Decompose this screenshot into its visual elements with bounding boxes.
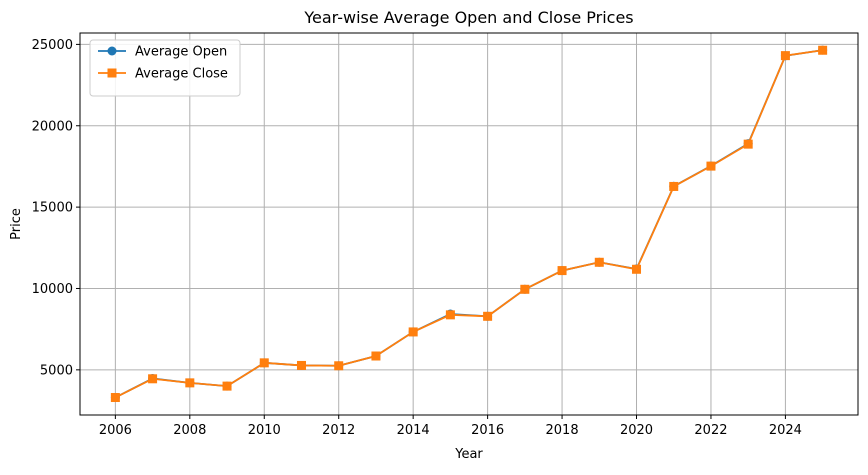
- x-axis-ticks: 2006 2008 2010 2012 2014 2016 2018 2020 2022 2024: [99, 415, 802, 438]
- legend-box: [89, 39, 241, 97]
- legend-entry: Average Open: [98, 45, 227, 60]
- x-tick-label: 2008: [173, 423, 206, 438]
- legend: Average Open Average Close: [89, 39, 241, 97]
- y-tick-label: 25000: [32, 38, 73, 53]
- data-point-marker: [483, 311, 493, 321]
- data-point-marker: [780, 51, 790, 61]
- x-tick-label: 2006: [99, 423, 132, 438]
- legend-swatch-marker: [107, 68, 117, 78]
- data-point-marker: [445, 310, 455, 320]
- legend-entry: Average Close: [98, 67, 228, 82]
- data-point-marker: [669, 181, 679, 191]
- data-point-marker: [222, 381, 232, 391]
- data-point-marker: [557, 266, 567, 276]
- x-tick-label: 2010: [248, 423, 281, 438]
- data-point-marker: [743, 139, 753, 149]
- y-axis-ticks: 5000 10000 15000 20000 25000: [32, 38, 80, 378]
- x-tick-label: 2016: [471, 423, 504, 438]
- y-tick-label: 15000: [32, 201, 73, 216]
- series-line: [114, 49, 823, 399]
- x-tick-label: 2024: [769, 423, 802, 438]
- series-1: [110, 45, 828, 403]
- legend-label: Average Open: [135, 45, 227, 60]
- y-tick-label: 10000: [32, 282, 73, 297]
- data-point-marker: [520, 284, 530, 294]
- x-tick-label: 2020: [620, 423, 653, 438]
- x-tick-label: 2014: [397, 423, 430, 438]
- data-point-marker: [148, 374, 158, 384]
- x-tick-label: 2012: [322, 423, 355, 438]
- chart-title: Year-wise Average Open and Close Prices: [303, 8, 633, 27]
- y-tick-label: 20000: [32, 119, 73, 134]
- y-axis-title: Price: [9, 208, 24, 240]
- data-point-marker: [334, 361, 344, 371]
- y-tick-label: 5000: [40, 363, 73, 378]
- data-point-marker: [185, 378, 195, 388]
- series-lines: [110, 45, 828, 403]
- data-point-marker: [296, 360, 306, 370]
- grid-lines: [80, 33, 858, 415]
- plot-area-frame: [79, 32, 859, 416]
- x-tick-label: 2018: [546, 423, 579, 438]
- data-point-marker: [632, 264, 642, 274]
- legend-label: Average Close: [135, 67, 228, 82]
- data-point-marker: [259, 358, 269, 368]
- x-axis-title: Year: [454, 447, 483, 462]
- data-point-marker: [110, 393, 120, 403]
- legend-swatch-marker: [107, 46, 117, 56]
- data-point-marker: [818, 45, 828, 55]
- data-point-marker: [594, 257, 604, 267]
- data-point-marker: [706, 161, 716, 171]
- x-tick-label: 2022: [694, 423, 727, 438]
- data-point-marker: [371, 351, 381, 361]
- data-point-marker: [408, 327, 418, 337]
